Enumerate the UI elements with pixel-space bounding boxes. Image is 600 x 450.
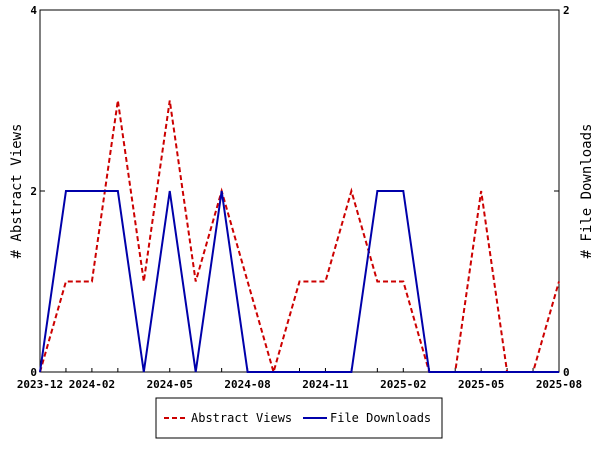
y-right-tick-label: 2	[563, 4, 570, 17]
abstract-views-line	[39, 100, 560, 376]
x-tick-label: 2024-05	[147, 378, 193, 391]
x-tick-label: 2023-12	[17, 378, 63, 391]
y-left-tick-label: 0	[30, 366, 37, 379]
x-tick-label: 2025-02	[380, 378, 426, 391]
y-axis-left-label: # Abstract Views	[9, 124, 25, 259]
x-tick-label: 2024-02	[69, 378, 115, 391]
x-tick-label: 2024-08	[224, 378, 270, 391]
x-tick-label: 2025-05	[458, 378, 504, 391]
y-left-tick-label: 2	[30, 185, 37, 198]
y-axis-right: 02	[554, 4, 570, 379]
legend-abstract-views-label: Abstract Views	[191, 411, 292, 425]
y-left-tick-label: 4	[30, 4, 37, 17]
file-downloads-line	[39, 190, 559, 373]
legend-file-downloads-label: File Downloads	[330, 411, 431, 425]
x-tick-label: 2025-08	[536, 378, 582, 391]
x-axis: 2023-12 2024-02 2024-05 2024-08 2024-11 2025-…	[17, 368, 582, 391]
series-layer	[39, 100, 560, 376]
x-tick-label: 2024-11	[302, 378, 349, 391]
legend: Abstract Views File Downloads	[155, 397, 443, 439]
y-right-tick-label: 0	[563, 366, 570, 379]
legend-box	[155, 397, 443, 439]
y-axis-left: 0 2 4	[30, 4, 45, 379]
y-axis-right-label: # File Downloads	[579, 124, 595, 259]
